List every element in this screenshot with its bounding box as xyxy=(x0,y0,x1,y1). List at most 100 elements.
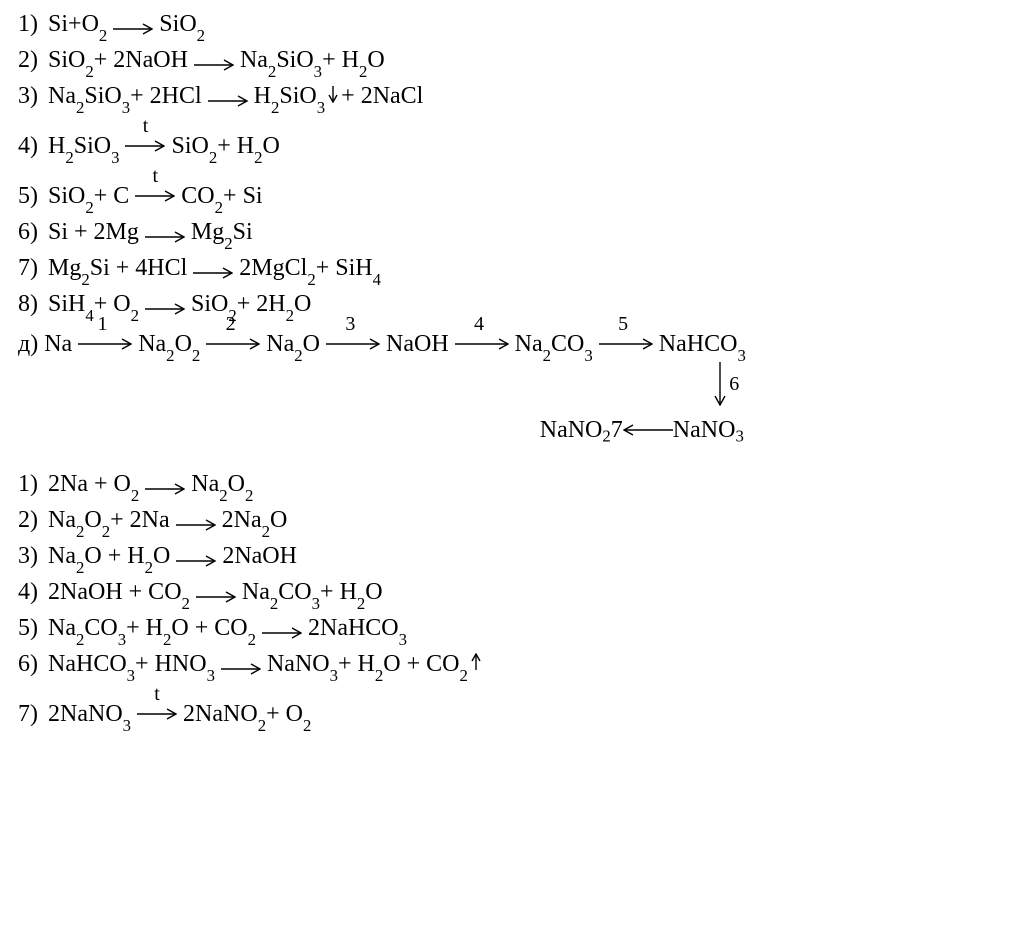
formula-text: O xyxy=(153,544,170,568)
formula-text: Mg xyxy=(48,256,81,280)
chain-node: Na2CO3 xyxy=(515,332,593,356)
formula-text: Na xyxy=(48,616,76,640)
formula-text: 2MgCl xyxy=(239,256,307,280)
formula-text: + 2NaCl xyxy=(341,84,423,108)
formula-text: + H xyxy=(320,580,357,604)
formula-text: H xyxy=(254,84,271,108)
formula-text: NaHCO xyxy=(48,652,127,676)
equations-block-1: 1) Si + O2SiO22) SiO2 + 2NaOHNa2SiO3 + H… xyxy=(18,12,1024,316)
formula-text: 2NaNO xyxy=(48,702,123,726)
rhs: 2NaNO2 + O2 xyxy=(183,702,311,726)
reaction-arrow-icon xyxy=(196,590,236,604)
reaction-arrow-icon xyxy=(176,554,216,568)
formula-text: Na xyxy=(48,508,76,532)
rhs: SiO2 + 2H2O xyxy=(191,292,311,316)
equation-number: 4) xyxy=(18,580,48,604)
reaction-arrow-icon xyxy=(176,518,216,532)
formula-text: NaOH xyxy=(386,332,449,356)
equation-number: 1) xyxy=(18,472,48,496)
formula-text: SiO xyxy=(84,84,121,108)
reaction-chain: д) Na1Na2O22Na2O3NaOH4Na2CO35NaHCO3 xyxy=(18,332,1024,356)
reaction-arrow-icon xyxy=(208,94,248,108)
equation-number: 2) xyxy=(18,48,48,72)
chain-nodes: Na1Na2O22Na2O3NaOH4Na2CO35NaHCO3 xyxy=(44,332,746,356)
chain-node: NaOH xyxy=(386,332,449,356)
formula-text: Na xyxy=(191,472,219,496)
formula-text: O xyxy=(294,292,311,316)
chemistry-equations-page: 1) Si + O2SiO22) SiO2 + 2NaOHNa2SiO3 + H… xyxy=(0,0,1024,945)
reaction-arrow-icon xyxy=(145,482,185,496)
formula-text: SiO xyxy=(279,84,316,108)
chain-node: Na xyxy=(44,332,72,356)
formula-text: + H xyxy=(322,48,359,72)
gas-arrow-icon xyxy=(470,652,482,676)
equation-row: 7) 2NaNO3t2NaNO2 + O2 xyxy=(18,702,1024,726)
reaction-arrow-labeled: t xyxy=(137,702,177,726)
rhs: 2NaHCO3 xyxy=(308,616,407,640)
equation-number: 5) xyxy=(18,184,48,208)
chain-arrow-label: 1 xyxy=(97,314,107,334)
reaction-arrow-labeled: t xyxy=(125,134,165,158)
formula-text: O + H xyxy=(84,544,144,568)
formula-text: Na xyxy=(242,580,270,604)
equation-row: 3) Na2SiO3 + 2HClH2SiO3 + 2NaCl xyxy=(18,84,1024,108)
equation-row: 6) NaHCO3 + HNO3NaNO3 + H2O + CO2 xyxy=(18,652,1024,676)
formula-text: 2NaOH xyxy=(222,544,297,568)
formula-text: + 2H xyxy=(237,292,286,316)
formula-text: 2NaNO xyxy=(183,702,258,726)
chain-left-arrow-holder: 7 xyxy=(611,418,673,442)
reaction-arrow-icon xyxy=(193,266,233,280)
chain-arrow-label: 3 xyxy=(345,314,355,334)
chain-vertical-region: 6 xyxy=(18,362,1024,418)
arrow-condition-label: t xyxy=(143,116,149,136)
equations-block-2: 1) 2Na + O2Na2O22) Na2O2 + 2Na2Na2O3) Na… xyxy=(18,472,1024,726)
reaction-arrow-icon xyxy=(194,58,234,72)
chain-arrow-label: 4 xyxy=(474,314,484,334)
formula-text: + C xyxy=(94,184,130,208)
equation-row: 4) 2NaOH + CO2Na2CO3 + H2O xyxy=(18,580,1024,604)
rhs: 2MgCl2 + SiH4 xyxy=(239,256,381,280)
chain-arrow: 2 xyxy=(206,332,260,356)
formula-text: + xyxy=(68,12,82,36)
lhs: Na2SiO3 + 2HCl xyxy=(48,84,202,108)
formula-text: NaNO xyxy=(673,417,736,443)
formula-text: SiO xyxy=(48,48,85,72)
formula-text: 2Na xyxy=(222,508,262,532)
equation-number: 3) xyxy=(18,84,48,108)
equation-number: 3) xyxy=(18,544,48,568)
formula-text: Si + 2Mg xyxy=(48,220,139,244)
formula-text: O xyxy=(84,508,101,532)
lhs: Si + 2Mg xyxy=(48,220,139,244)
equation-row: 5) Na2CO3 + H2O + CO2 2NaHCO3 xyxy=(18,616,1024,640)
equation-number: 8) xyxy=(18,292,48,316)
chain-node: Na2O xyxy=(266,332,320,356)
formula-text: + H xyxy=(217,134,254,158)
formula-text: Na xyxy=(138,332,166,356)
formula-text: Si xyxy=(48,12,68,36)
formula-text: + HNO xyxy=(135,652,207,676)
formula-text: CO xyxy=(84,616,117,640)
formula-text: 2Na + O xyxy=(48,472,131,496)
lhs: Na2CO3 + H2O + CO2 xyxy=(48,616,256,640)
equation-row: 1) 2Na + O2Na2O2 xyxy=(18,472,1024,496)
reaction-arrow-icon xyxy=(221,662,261,676)
formula-text: O xyxy=(263,134,280,158)
chain-down-arrow-holder: 6 xyxy=(713,362,727,411)
lhs: Na2O + H2O xyxy=(48,544,170,568)
formula-text: + SiH xyxy=(316,256,373,280)
equation-number: 6) xyxy=(18,652,48,676)
arrow-condition-label: t xyxy=(154,684,160,704)
lhs: Si + O2 xyxy=(48,12,107,36)
reaction-chain-line2: NaNO2 7 NaNO3 xyxy=(540,418,1024,442)
rhs: Mg2Si xyxy=(191,220,253,244)
formula-text: + Si xyxy=(223,184,263,208)
formula-text: 2NaOH + CO xyxy=(48,580,182,604)
subscript: 3 xyxy=(735,427,743,446)
equation-row: 8) SiH4 + O2SiO2 + 2H2O xyxy=(18,292,1024,316)
equation-number: 7) xyxy=(18,702,48,726)
reaction-arrow-icon xyxy=(145,230,185,244)
equation-number: 2) xyxy=(18,508,48,532)
formula-text: NaNO xyxy=(540,417,603,443)
equation-number: 5) xyxy=(18,616,48,640)
chain-node: NaHCO3 xyxy=(659,332,746,356)
